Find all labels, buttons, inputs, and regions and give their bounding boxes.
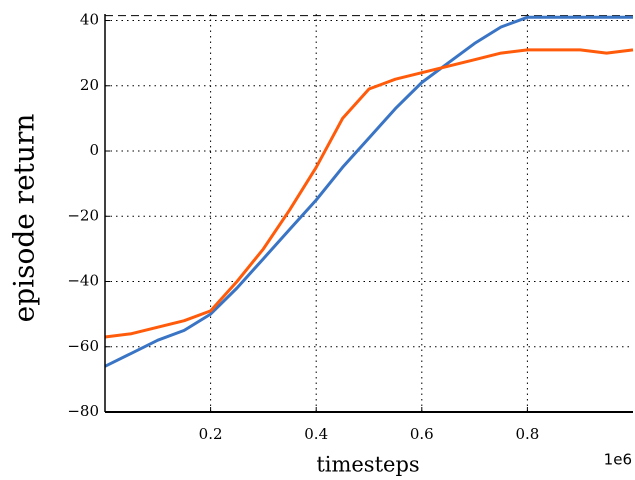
y-tick-label: 0 (89, 141, 99, 159)
offset-text: 1e6 (604, 451, 632, 469)
series-line (104, 15, 633, 368)
x-tick-label: 0.2 (199, 425, 223, 443)
y-tick-label: −40 (67, 272, 99, 290)
x-axis-label: timesteps (316, 453, 419, 477)
y-tick-label: −20 (67, 206, 99, 224)
y-tick-label: −60 (67, 337, 99, 355)
x-tick-label: 0.4 (304, 425, 328, 443)
x-tick-label: 0.6 (410, 425, 434, 443)
y-axis-label: episode return (8, 114, 41, 323)
series-line (104, 48, 634, 339)
x-tick-label: 0.8 (515, 425, 539, 443)
y-tick-label: −80 (67, 402, 99, 420)
y-tick-label: 20 (80, 76, 99, 94)
y-tick-label: 40 (80, 11, 99, 29)
